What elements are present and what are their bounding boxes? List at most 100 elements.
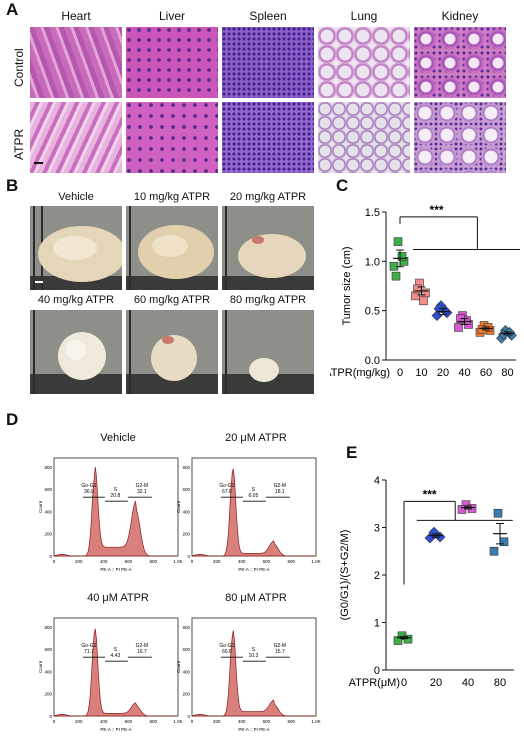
cell-cycle-ratio-chart: 0 1 2 3 4 (G0/G1)/(S+G2/M) 0 20 40 80 ATPR(μM) *** — [339, 475, 514, 689]
tumor-photo-20 — [222, 206, 314, 290]
y-tick-label: 0 — [49, 554, 52, 559]
y-tick-label: 1.0 — [365, 256, 380, 268]
x-tick-label: 0 — [53, 559, 56, 564]
y-tick-label: 4 — [374, 475, 380, 487]
tumor-photo-40 — [30, 310, 122, 394]
x-tick-label: 1.0K — [311, 719, 320, 724]
y-tick-label: 3 — [374, 523, 380, 535]
x-tick-label: 80 — [494, 677, 506, 689]
significance-stars: *** — [430, 203, 444, 217]
gate-s-value: 6.05 — [249, 493, 259, 499]
x-tick-label: 20 — [430, 677, 442, 689]
x-tick-label: 0 — [191, 719, 194, 724]
x-tick-label: 60 — [480, 367, 492, 379]
flow-histogram-vehicle: 0 200 400 600 800 0 200 400 600 800 1.0K Count PE-A … — [38, 457, 183, 572]
y-tick-label: 200 — [44, 532, 52, 537]
gate-g1-value: 36.9 — [84, 489, 94, 495]
gate-g2m-label: G2-M — [136, 483, 149, 489]
histogram-curve — [53, 628, 178, 717]
histogram-curve — [191, 630, 316, 717]
x-tick-label: 800 — [149, 719, 157, 724]
flow-title-20: 20 μM ATPR — [225, 432, 287, 444]
tissue-label-kidney: Kidney — [441, 9, 479, 23]
row-label-atpr: ATPR — [12, 128, 26, 160]
gate-s-label: S — [114, 487, 118, 493]
y-tick-label: 600 — [182, 487, 190, 492]
y-tick-label: 200 — [182, 692, 190, 697]
gate-g1-value: 66.6 — [222, 649, 232, 655]
tumor-photo-80 — [222, 310, 314, 394]
plot-frame — [53, 457, 179, 557]
lung-atpr-image — [318, 102, 410, 173]
liver-control-image — [126, 27, 218, 98]
flow-title-vehicle: Vehicle — [100, 432, 136, 444]
data-point — [421, 288, 430, 298]
x-tick-label: 1.0K — [173, 719, 182, 724]
gate-g2m-value: 16.7 — [137, 649, 147, 655]
x-axis-label: ATPR(μM) — [349, 677, 400, 689]
y-tick-label: 0 — [374, 665, 380, 677]
tumor-photo-60 — [126, 310, 218, 394]
x-tick-label: 40 — [462, 677, 474, 689]
row-label-control: Control — [12, 48, 26, 87]
y-tick-label: 600 — [44, 647, 52, 652]
y-tick-label: 600 — [182, 647, 190, 652]
x-tick-label: 600 — [125, 559, 133, 564]
data-point — [393, 237, 403, 246]
gate-g1-label: Go-G1 — [219, 643, 234, 649]
y-axis-label: Count — [176, 660, 181, 673]
x-tick-label: 200 — [75, 559, 83, 564]
y-axis-label: (G0/G1)/(S+G2/M) — [339, 530, 351, 621]
gate-s-value: 20.8 — [111, 493, 121, 499]
tumor-size-chart: 0.0 0.5 1.0 1.5 Tumor size (cm) 0 10 20 40 60 80 AT… — [330, 203, 520, 379]
x-tick-label: 200 — [213, 719, 221, 724]
gate-g1-value: 67.8 — [222, 489, 232, 495]
kidney-atpr-image — [414, 102, 506, 173]
data-point — [391, 271, 401, 281]
panel-letter-a: A — [6, 0, 19, 19]
data-point — [419, 296, 428, 306]
tissue-label-lung: Lung — [350, 9, 378, 23]
y-tick-label: 1.5 — [365, 207, 380, 219]
x-tick-label: 20 — [437, 367, 449, 379]
x-tick-label: 400 — [238, 719, 246, 724]
y-tick-label: 2 — [374, 570, 380, 582]
data-point — [397, 252, 407, 261]
x-tick-label: 800 — [149, 559, 157, 564]
y-axis-label: Tumor size (cm) — [341, 246, 353, 325]
gate-g2m-label: G2-M — [274, 483, 287, 489]
gate-g1-value: 71.7 — [84, 649, 94, 655]
tumor-photo-10 — [126, 206, 218, 290]
y-tick-label: 0 — [49, 714, 52, 719]
x-tick-label: 400 — [238, 559, 246, 564]
tissue-label-spleen: Spleen — [249, 9, 287, 23]
data-point — [393, 636, 403, 645]
gate-g2m-value: 32.1 — [137, 489, 147, 495]
y-tick-label: 0.5 — [365, 306, 380, 318]
tumor-label-10: 10 mg/kg ATPR — [133, 191, 211, 203]
x-axis-label: PE-A :: PI PE-A — [100, 727, 131, 732]
data-point — [493, 508, 503, 518]
x-tick-label: 0 — [191, 559, 194, 564]
tumor-label-60: 60 mg/kg ATPR — [133, 294, 211, 306]
x-tick-label: 800 — [287, 559, 295, 564]
y-tick-label: 400 — [44, 509, 52, 514]
gate-g2m-label: G2-M — [136, 643, 149, 649]
data-point — [454, 323, 463, 332]
liver-atpr-image — [126, 102, 218, 173]
x-tick-label: 0 — [401, 677, 407, 689]
x-tick-label: 0 — [397, 367, 403, 379]
kidney-control-image — [414, 27, 506, 98]
panel-letter-b: B — [6, 176, 19, 195]
gate-g2m-value: 18.1 — [275, 489, 285, 495]
x-tick-label: 600 — [263, 559, 271, 564]
plot-frame — [191, 457, 317, 557]
significance-stars: *** — [423, 487, 437, 501]
tumor-label-vehicle: Vehicle — [58, 191, 94, 203]
tumor-label-40: 40 mg/kg ATPR — [37, 294, 115, 306]
x-tick-label: 400 — [100, 559, 108, 564]
lung-control-image — [318, 27, 410, 98]
gate-s-value: 4.43 — [111, 653, 121, 659]
data-point — [489, 546, 499, 556]
x-tick-label: 200 — [213, 559, 221, 564]
